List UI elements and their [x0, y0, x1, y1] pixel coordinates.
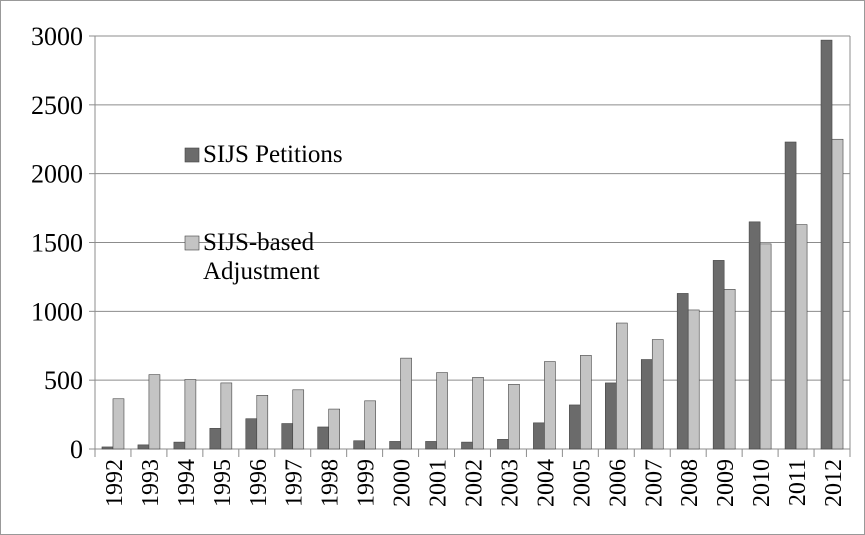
bar: [497, 439, 509, 450]
bar: [687, 309, 700, 450]
bar: [569, 404, 581, 450]
bar: [173, 441, 186, 450]
x-tick-label: 1994: [174, 459, 200, 507]
legend-swatch: [184, 147, 200, 163]
x-tick-label: 2010: [749, 459, 775, 507]
bar: [101, 446, 114, 450]
bar: [400, 357, 412, 450]
y-tick-label: 3000: [31, 22, 83, 51]
y-tick-label: 0: [70, 435, 83, 464]
bar: [616, 322, 628, 450]
x-tick-label: 2007: [641, 459, 667, 507]
x-tick-label: 2005: [569, 459, 595, 507]
x-tick-label: 2002: [462, 459, 488, 507]
x-tick-label: 1998: [318, 459, 344, 507]
x-tick-label: 1995: [210, 459, 236, 507]
y-tick-label: 1000: [31, 297, 83, 326]
bar: [256, 395, 269, 450]
bar: [461, 441, 473, 450]
y-tick-label: 2000: [31, 160, 83, 189]
bar: [425, 441, 437, 450]
x-tick-label: 2003: [497, 459, 523, 507]
legend-label: SIJS Petitions: [203, 141, 343, 168]
bar: [436, 372, 448, 450]
bar: [580, 355, 592, 450]
bar: [784, 141, 797, 450]
bar: [544, 361, 556, 450]
bar: [533, 422, 545, 450]
x-tick-label: 2000: [390, 459, 416, 507]
bar: [317, 426, 329, 450]
bar: [389, 441, 401, 450]
x-tick-label: 2008: [677, 459, 703, 507]
bar: [281, 423, 294, 450]
bar: [209, 428, 222, 450]
bar: [245, 418, 258, 450]
bar: [353, 440, 365, 450]
bar: [820, 39, 833, 450]
legend-swatch: [184, 235, 200, 251]
y-tick-label: 2500: [31, 91, 83, 120]
bar: [112, 398, 125, 450]
bar: [472, 377, 484, 450]
x-tick-label: 2004: [533, 459, 559, 507]
bar: [292, 389, 305, 450]
bar: [184, 379, 197, 450]
bar: [328, 408, 340, 450]
bar: [795, 224, 808, 450]
bar: [137, 444, 150, 450]
bar: [220, 382, 233, 450]
bar: [676, 293, 689, 450]
bar: [651, 339, 664, 450]
x-tick-label: 1996: [246, 459, 272, 507]
bar: [759, 243, 772, 450]
bar: [712, 260, 725, 450]
legend-label: SIJS-based Adjustment: [203, 229, 320, 285]
x-tick-label: 2009: [713, 459, 739, 507]
bar: [723, 289, 736, 450]
bar: [364, 400, 376, 450]
x-tick-label: 2001: [426, 459, 452, 507]
bar: [508, 383, 520, 450]
bar: [748, 221, 761, 450]
bar: [148, 374, 161, 450]
x-tick-label: 1999: [354, 459, 380, 507]
y-tick-label: 1500: [31, 229, 83, 258]
bar: [640, 359, 653, 450]
y-tick-label: 500: [44, 366, 83, 395]
x-tick-label: 1997: [282, 459, 308, 507]
x-tick-label: 1993: [138, 459, 164, 507]
x-tick-label: 2012: [821, 459, 847, 507]
bar: [831, 138, 844, 450]
x-tick-label: 1992: [102, 459, 128, 507]
bar: [605, 382, 617, 450]
x-tick-label: 2011: [785, 459, 811, 506]
x-tick-label: 2006: [605, 459, 631, 507]
